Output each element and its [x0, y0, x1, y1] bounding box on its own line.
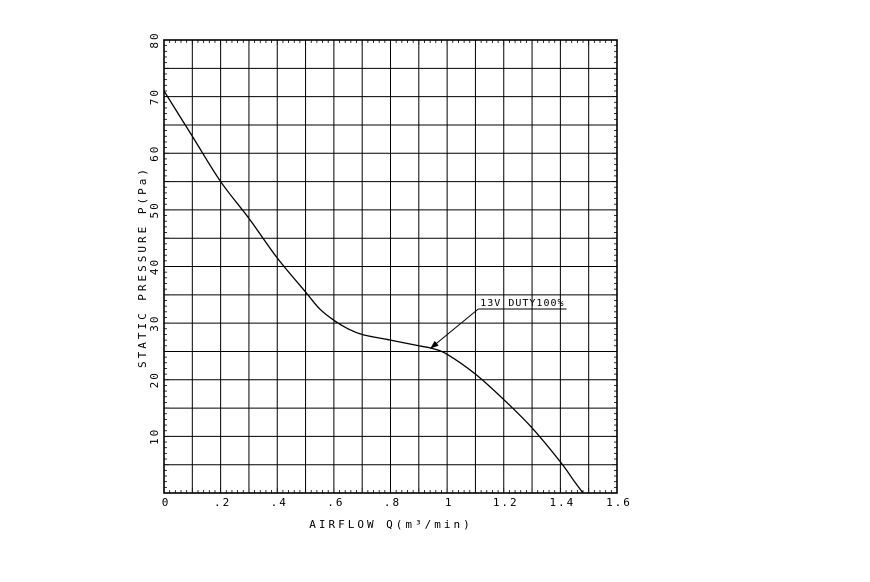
x-tick-label: .2 — [214, 496, 231, 509]
x-tick-label: 1.2 — [493, 496, 519, 509]
x-tick-label: 1.4 — [549, 496, 575, 509]
y-tick-label: 80 — [148, 31, 161, 48]
plot-border — [163, 39, 618, 494]
x-tick-label: 0 — [162, 496, 171, 509]
annotation-leader — [429, 308, 479, 349]
y-tick-label: 20 — [148, 371, 161, 388]
x-tick-label: 1 — [445, 496, 454, 509]
tick-labels: 0 .2 .4 .6 .8 1 1.2 1.4 1.6 10 20 30 40 50 60 70 80 — [148, 31, 632, 509]
series-line — [163, 90, 584, 494]
y-tick-label: 10 — [148, 428, 161, 445]
x-tick-label: 1.6 — [606, 496, 632, 509]
y-tick-label: 40 — [148, 258, 161, 275]
x-axis-label: AIRFLOW Q(m³/min) — [309, 518, 473, 531]
plot-frame — [163, 39, 618, 494]
annotation-arrow — [430, 340, 439, 349]
annotation-label: 13V DUTY100% — [480, 298, 564, 309]
x-tick-label: .8 — [384, 496, 401, 509]
y-tick-label: 50 — [148, 201, 161, 218]
y-tick-label: 60 — [148, 145, 161, 162]
series-layer — [163, 90, 584, 494]
grid — [164, 40, 617, 493]
x-tick-label: .6 — [327, 496, 344, 509]
annotation-layer: 13V DUTY100% — [429, 298, 567, 349]
y-tick-label: 30 — [148, 315, 161, 332]
x-tick-label: .4 — [271, 496, 288, 509]
y-tick-label: 70 — [148, 88, 161, 105]
y-axis-label: STATIC PRESSURE P(Pa) — [136, 166, 149, 368]
